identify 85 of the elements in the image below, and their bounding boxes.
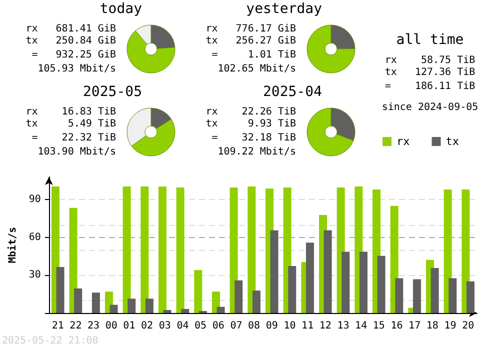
- x-tick-label: 20: [462, 320, 474, 332]
- text: = 932.25 GiB: [32, 50, 116, 60]
- bar: [145, 298, 154, 313]
- x-tick-label: 18: [426, 320, 438, 332]
- chart-title: 2025-05: [83, 84, 142, 100]
- bar: [176, 187, 184, 313]
- bar: [122, 186, 131, 313]
- x-tick-label: 00: [105, 320, 118, 332]
- x-tick-label: 01: [123, 320, 136, 332]
- bar: [194, 270, 202, 313]
- text: 102.65 Mbit/s: [218, 64, 296, 74]
- x-tick-label: 12: [319, 320, 332, 332]
- bar: [128, 298, 136, 313]
- text: tx 5.49 TiB: [26, 118, 116, 130]
- x-tick-label: 09: [266, 320, 278, 332]
- text: rx 681.41 GiB: [26, 24, 116, 34]
- text: = 22.32 TiB: [32, 132, 116, 144]
- chart-title: 2025-04: [263, 84, 322, 100]
- x-tick-label: 10: [284, 320, 296, 332]
- text: 105.93 Mbit/s: [38, 64, 116, 74]
- bar: [69, 208, 78, 313]
- bar: [74, 288, 82, 313]
- text: tx 9.93 TiB: [206, 118, 296, 130]
- text: tx 256.27 GiB: [206, 36, 296, 46]
- legend-label: tx: [446, 135, 460, 148]
- bar: [342, 252, 350, 313]
- bar: [412, 279, 421, 313]
- bar: [324, 230, 332, 313]
- y-tick-label: 30: [28, 270, 41, 281]
- bar: [248, 186, 256, 313]
- text: all time: [395, 31, 465, 50]
- x-tick-label: 14: [355, 320, 368, 332]
- bar: [306, 242, 314, 313]
- x-tick-label: 17: [408, 320, 421, 332]
- bar: [234, 280, 243, 313]
- x-tick-label: 04: [176, 320, 189, 332]
- x-tick-label: 16: [390, 320, 403, 332]
- chart-title: today: [100, 1, 142, 17]
- bar: [110, 304, 118, 313]
- chart-title: yesterday: [246, 1, 322, 17]
- bar: [252, 290, 260, 313]
- x-tick-label: 15: [372, 320, 385, 332]
- x-tick-label: 02: [141, 320, 154, 332]
- bar: [92, 292, 100, 313]
- bar: [462, 189, 470, 313]
- bar: [395, 278, 404, 313]
- bar: [359, 252, 368, 313]
- x-tick-label: 21: [52, 320, 64, 332]
- x-tick-label: 22: [70, 320, 82, 332]
- text: = 32.18 TiB: [212, 132, 296, 144]
- text: tx 127.36 TiB: [384, 67, 476, 79]
- bar: [448, 278, 457, 313]
- legend-label: rx: [396, 135, 410, 148]
- text: 103.90 Mbit/s: [38, 146, 116, 158]
- x-tick-label: 07: [230, 320, 242, 332]
- bar: [140, 186, 149, 313]
- bar: [288, 266, 296, 313]
- y-axis-title: Mbit/s: [6, 226, 18, 264]
- bar: [377, 256, 386, 313]
- text: since 2024-09-05: [380, 102, 480, 114]
- bar: [270, 230, 278, 313]
- text: 109.22 Mbit/s: [218, 146, 296, 158]
- y-tick-label: 90: [28, 194, 41, 206]
- bar: [158, 186, 166, 313]
- text: rx 58.75 TiB: [384, 55, 476, 67]
- text: tx 250.84 GiB: [26, 36, 116, 46]
- x-tick-label: 03: [158, 320, 171, 332]
- text: rx 776.17 GiB: [206, 24, 296, 34]
- bar: [56, 267, 64, 313]
- x-tick-label: 13: [337, 320, 350, 332]
- x-tick-label: 19: [444, 320, 456, 332]
- y-tick-label: 60: [28, 232, 41, 243]
- bar: [216, 306, 225, 313]
- text: rx 22.26 TiB: [206, 106, 296, 118]
- x-tick-label: 08: [248, 320, 260, 332]
- text: rx 16.83 TiB: [26, 106, 116, 118]
- text: = 1.01 TiB: [212, 50, 296, 60]
- bar: [430, 268, 439, 313]
- bar: [163, 310, 172, 313]
- x-tick-label: 23: [88, 320, 100, 332]
- x-tick-label: 06: [212, 320, 224, 332]
- x-tick-label: 05: [194, 320, 207, 332]
- x-tick-label: 11: [302, 320, 314, 332]
- bar: [181, 308, 190, 313]
- text: = 186.11 TiB: [384, 81, 476, 93]
